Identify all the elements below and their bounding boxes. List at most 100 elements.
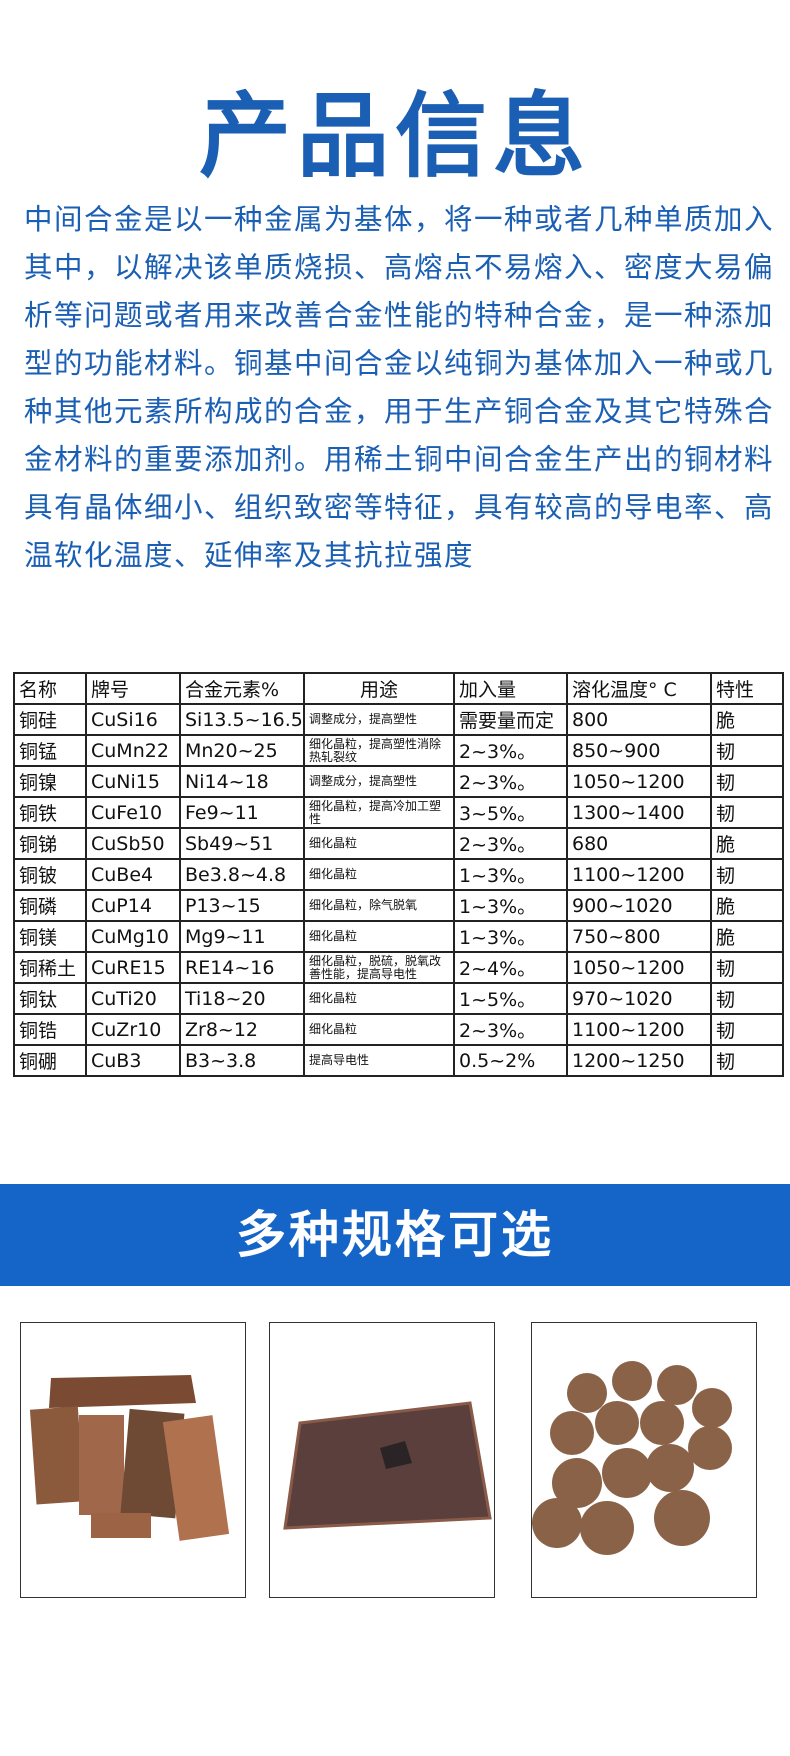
table-cell: 3~5%。 bbox=[453, 796, 568, 829]
table-cell: B3~3.8 bbox=[179, 1044, 305, 1077]
intro-text: 中间合金是以一种金属为基体，将一种或者几种单质加入其中，以解决该单质烧损、高熔点… bbox=[24, 203, 775, 572]
header-row: 名称 牌号 合金元素% 用途 加入量 溶化温度° C 特性 bbox=[13, 672, 784, 705]
table-cell: 调整成分，提高塑性 bbox=[303, 703, 455, 736]
table-cell: 铜镍 bbox=[13, 765, 87, 798]
table-cell: 铜硅 bbox=[13, 703, 87, 736]
table-cell: 2~3%。 bbox=[453, 765, 568, 798]
table-cell: 细化晶粒 bbox=[303, 982, 455, 1015]
column-header: 用途 bbox=[303, 672, 455, 705]
table-cell: 细化晶粒 bbox=[303, 827, 455, 860]
table-cell: 韧 bbox=[710, 858, 784, 891]
table-row: 铜锑 CuSb50 Sb49~51 细化晶粒 2~3%。 680 脆 bbox=[13, 827, 784, 860]
table-cell: 850~900 bbox=[566, 734, 712, 767]
table-cell: Ti18~20 bbox=[179, 982, 305, 1015]
table-cell: CuNi15 bbox=[85, 765, 181, 798]
table-cell: 750~800 bbox=[566, 920, 712, 953]
table-row: 铜硼 CuB3 B3~3.8 提高导电性 0.5~2% 1200~1250 韧 bbox=[13, 1044, 784, 1077]
table-cell: CuP14 bbox=[85, 889, 181, 922]
spec-table: 名称 牌号 合金元素% 用途 加入量 溶化温度° C 特性 铜硅 CuSi16 Si13.5~1… bbox=[13, 672, 784, 1077]
table-cell: 2~3%。 bbox=[453, 734, 568, 767]
table-cell: 提高导电性 bbox=[303, 1044, 455, 1077]
table-cell: 1~3%。 bbox=[453, 920, 568, 953]
table-cell: CuTi20 bbox=[85, 982, 181, 1015]
table-cell: 脆 bbox=[710, 703, 784, 736]
table-row: 铜铁 CuFe10 Fe9~11 细化晶粒，提高冷加工塑性 3~5%。 1300~1400… bbox=[13, 796, 784, 829]
table-cell: 韧 bbox=[710, 982, 784, 1015]
table-cell: 细化晶粒，提高冷加工塑性 bbox=[303, 796, 455, 829]
table-cell: CuMg10 bbox=[85, 920, 181, 953]
table-cell: 铜锆 bbox=[13, 1013, 87, 1046]
table-cell: 调整成分，提高塑性 bbox=[303, 765, 455, 798]
table-cell: 需要量而定 bbox=[453, 703, 568, 736]
table-cell: 细化晶粒，提高塑性消除热轧裂纹 bbox=[303, 734, 455, 767]
column-header: 牌号 bbox=[85, 672, 181, 705]
table-cell: CuB3 bbox=[85, 1044, 181, 1077]
table-cell: 脆 bbox=[710, 920, 784, 953]
table-cell: 铜磷 bbox=[13, 889, 87, 922]
table-cell: 细化晶粒，除气脱氧 bbox=[303, 889, 455, 922]
product-image-balls bbox=[531, 1322, 757, 1598]
table-cell: CuSb50 bbox=[85, 827, 181, 860]
table-cell: 1100~1200 bbox=[566, 1013, 712, 1046]
table-cell: 韧 bbox=[710, 951, 784, 984]
table-cell: 1050~1200 bbox=[566, 951, 712, 984]
table-row: 铜钛 CuTi20 Ti18~20 细化晶粒 1~5%。 970~1020 韧 bbox=[13, 982, 784, 1015]
table-cell: Be3.8~4.8 bbox=[179, 858, 305, 891]
table-cell: 0.5~2% bbox=[453, 1044, 568, 1077]
section-banner: 多种规格可选 bbox=[0, 1184, 790, 1286]
table-cell: CuSi16 bbox=[85, 703, 181, 736]
table-cell: 680 bbox=[566, 827, 712, 860]
table-row: 铜铍 CuBe4 Be3.8~4.8 细化晶粒 1~3%。 1100~1200 韧 bbox=[13, 858, 784, 891]
column-header: 溶化温度° C bbox=[566, 672, 712, 705]
table-cell: 900~1020 bbox=[566, 889, 712, 922]
product-image-plate bbox=[269, 1322, 495, 1598]
table-cell: 铜锰 bbox=[13, 734, 87, 767]
column-header: 合金元素% bbox=[179, 672, 305, 705]
table-cell: 970~1020 bbox=[566, 982, 712, 1015]
table-cell: 铜镁 bbox=[13, 920, 87, 953]
table-cell: 2~3%。 bbox=[453, 1013, 568, 1046]
table-cell: 铜钛 bbox=[13, 982, 87, 1015]
table-cell: 铜铁 bbox=[13, 796, 87, 829]
table-cell: 韧 bbox=[710, 734, 784, 767]
column-header: 名称 bbox=[13, 672, 87, 705]
table-cell: 铜稀土 bbox=[13, 951, 87, 984]
table-cell: 1~3%。 bbox=[453, 889, 568, 922]
table-cell: 铜铍 bbox=[13, 858, 87, 891]
table-cell: 铜硼 bbox=[13, 1044, 87, 1077]
table-cell: 韧 bbox=[710, 765, 784, 798]
table-cell: 1~3%。 bbox=[453, 858, 568, 891]
table-cell: Zr8~12 bbox=[179, 1013, 305, 1046]
page-title: 产品信息 bbox=[198, 83, 591, 190]
table-cell: CuFe10 bbox=[85, 796, 181, 829]
table-cell: 1~5%。 bbox=[453, 982, 568, 1015]
table-row: 铜硅 CuSi16 Si13.5~16.5 调整成分，提高塑性 需要量而定 800 脆 bbox=[13, 703, 784, 736]
table-row: 铜稀土 CuRE15 RE14~16 细化晶粒，脱硫，脱氧改善性能，提高导电性 2~4%… bbox=[13, 951, 784, 984]
table-cell: 细化晶粒，脱硫，脱氧改善性能，提高导电性 bbox=[303, 951, 455, 984]
table-cell: 2~4%。 bbox=[453, 951, 568, 984]
column-header: 加入量 bbox=[453, 672, 568, 705]
table-row: 铜磷 CuP14 P13~15 细化晶粒，除气脱氧 1~3%。 900~1020 脆 bbox=[13, 889, 784, 922]
table-cell: RE14~16 bbox=[179, 951, 305, 984]
table-cell: 1050~1200 bbox=[566, 765, 712, 798]
table-row: 铜锆 CuZr10 Zr8~12 细化晶粒 2~3%。 1100~1200 韧 bbox=[13, 1013, 784, 1046]
table-row: 铜镁 CuMg10 Mg9~11 细化晶粒 1~3%。 750~800 脆 bbox=[13, 920, 784, 953]
table-cell: Sb49~51 bbox=[179, 827, 305, 860]
table-cell: CuMn22 bbox=[85, 734, 181, 767]
table-cell: Mg9~11 bbox=[179, 920, 305, 953]
balls-illustration bbox=[532, 1361, 732, 1555]
table-cell: 韧 bbox=[710, 1013, 784, 1046]
table-cell: CuRE15 bbox=[85, 951, 181, 984]
table-body: 铜硅 CuSi16 Si13.5~16.5 调整成分，提高塑性 需要量而定 800 脆铜锰 C… bbox=[13, 703, 784, 1077]
plate-illustration bbox=[283, 1401, 492, 1530]
table-cell: CuBe4 bbox=[85, 858, 181, 891]
bars-illustration bbox=[29, 1375, 230, 1541]
table-cell: 细化晶粒 bbox=[303, 920, 455, 953]
product-image-bars bbox=[20, 1322, 246, 1598]
table-cell: Mn20~25 bbox=[179, 734, 305, 767]
table-cell: 2~3%。 bbox=[453, 827, 568, 860]
table-cell: 脆 bbox=[710, 827, 784, 860]
column-header: 特性 bbox=[710, 672, 784, 705]
table-cell: 细化晶粒 bbox=[303, 1013, 455, 1046]
